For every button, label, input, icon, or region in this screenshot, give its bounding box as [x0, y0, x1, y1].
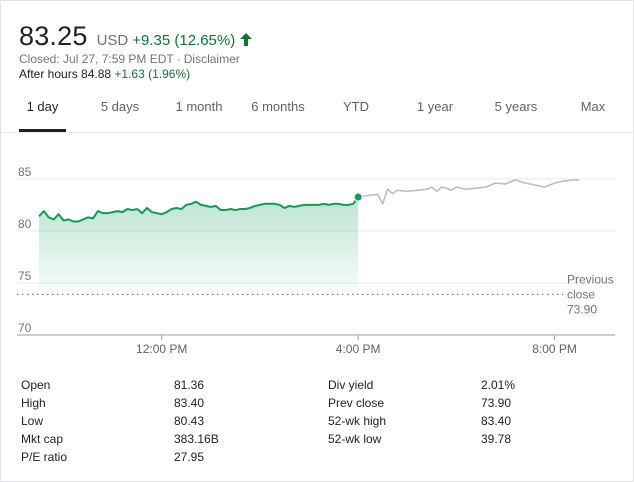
range-tabs: 1 day 5 days 1 month 6 months YTD 1 year… [1, 93, 633, 133]
current-price: 83.25 [19, 21, 88, 51]
tab-6-months[interactable]: 6 months [251, 99, 305, 114]
stat-row: 52-wk high 83.40 [328, 412, 578, 430]
previous-close-label: Previous [567, 272, 614, 286]
stat-row: Low 80.43 [21, 412, 271, 430]
x-tick-label: 12:00 PM [136, 342, 187, 356]
market-status: Closed: Jul 27, 7:59 PM EDT · Disclaimer [19, 52, 240, 66]
tab-ytd[interactable]: YTD [343, 99, 369, 114]
stat-row: Prev close 73.90 [328, 394, 578, 412]
tab-5-days[interactable]: 5 days [100, 99, 140, 114]
separator: · [176, 52, 181, 66]
x-tick-label: 8:00 PM [532, 342, 577, 356]
tab-max[interactable]: Max [580, 99, 606, 114]
active-tab-indicator [19, 129, 66, 132]
previous-close-label: 73.90 [567, 302, 597, 316]
y-tick-label: 85 [18, 165, 32, 179]
close-point-marker [353, 192, 363, 202]
tab-5-years[interactable]: 5 years [494, 99, 538, 114]
arrow-up-icon [240, 33, 253, 46]
price-chart[interactable]: 85 80 75 70 12:00 PM 4:00 PM 8:00 PM Previouscl… [1, 141, 633, 373]
regular-session-line [38, 196, 359, 223]
regular-session-area [39, 197, 359, 292]
stat-value: 83.40 [174, 396, 205, 410]
price-row: 83.25 USD +9.35 (12.65%) [19, 21, 253, 52]
closed-time: Closed: Jul 27, 7:59 PM EDT [19, 52, 174, 66]
stat-row: High 83.40 [21, 394, 271, 412]
x-tick-label: 4:00 PM [336, 342, 381, 356]
stat-label: Open [21, 378, 51, 392]
after-hours-line [358, 179, 580, 205]
after-hours-price: After hours 84.88 [19, 67, 112, 81]
stat-row: Open 81.36 [21, 376, 271, 394]
stat-label: P/E ratio [21, 450, 68, 464]
stat-row: P/E ratio 27.95 [21, 448, 271, 466]
stat-value: 81.36 [174, 378, 205, 392]
disclaimer-link[interactable]: Disclaimer [183, 52, 240, 66]
y-tick-label: 75 [18, 269, 32, 283]
tab-1-day[interactable]: 1 day [26, 99, 59, 114]
stat-value: 39.78 [481, 432, 512, 446]
stat-label: 52-wk high [328, 414, 387, 428]
after-hours-info: After hours 84.88 +1.63 (1.96%) [19, 67, 190, 81]
tabs-divider [1, 132, 633, 133]
stat-label: Prev close [328, 396, 385, 410]
stat-value: 83.40 [481, 414, 512, 428]
price-change: +9.35 (12.65%) [132, 32, 236, 49]
previous-close-label: close [567, 287, 595, 301]
y-tick-label: 70 [18, 321, 32, 335]
tab-1-month[interactable]: 1 month [175, 99, 223, 114]
stat-value: 80.43 [174, 414, 205, 428]
stat-row: Mkt cap 383.16B [21, 430, 271, 448]
stat-value: 27.95 [174, 450, 205, 464]
stat-row: Div yield 2.01% [328, 376, 578, 394]
stat-label: High [21, 396, 46, 410]
after-hours-change: +1.63 (1.96%) [114, 67, 191, 81]
stat-label: Low [21, 414, 44, 428]
stat-label: 52-wk low [328, 432, 382, 446]
y-tick-label: 80 [18, 217, 32, 231]
stat-label: Mkt cap [21, 432, 64, 446]
currency-code: USD [96, 32, 129, 49]
stat-value: 2.01% [481, 378, 516, 392]
tab-1-year[interactable]: 1 year [416, 99, 454, 114]
stat-value: 73.90 [481, 396, 512, 410]
stat-value: 383.16B [174, 432, 219, 446]
stat-label: Div yield [328, 378, 374, 392]
stat-row: 52-wk low 39.78 [328, 430, 578, 448]
